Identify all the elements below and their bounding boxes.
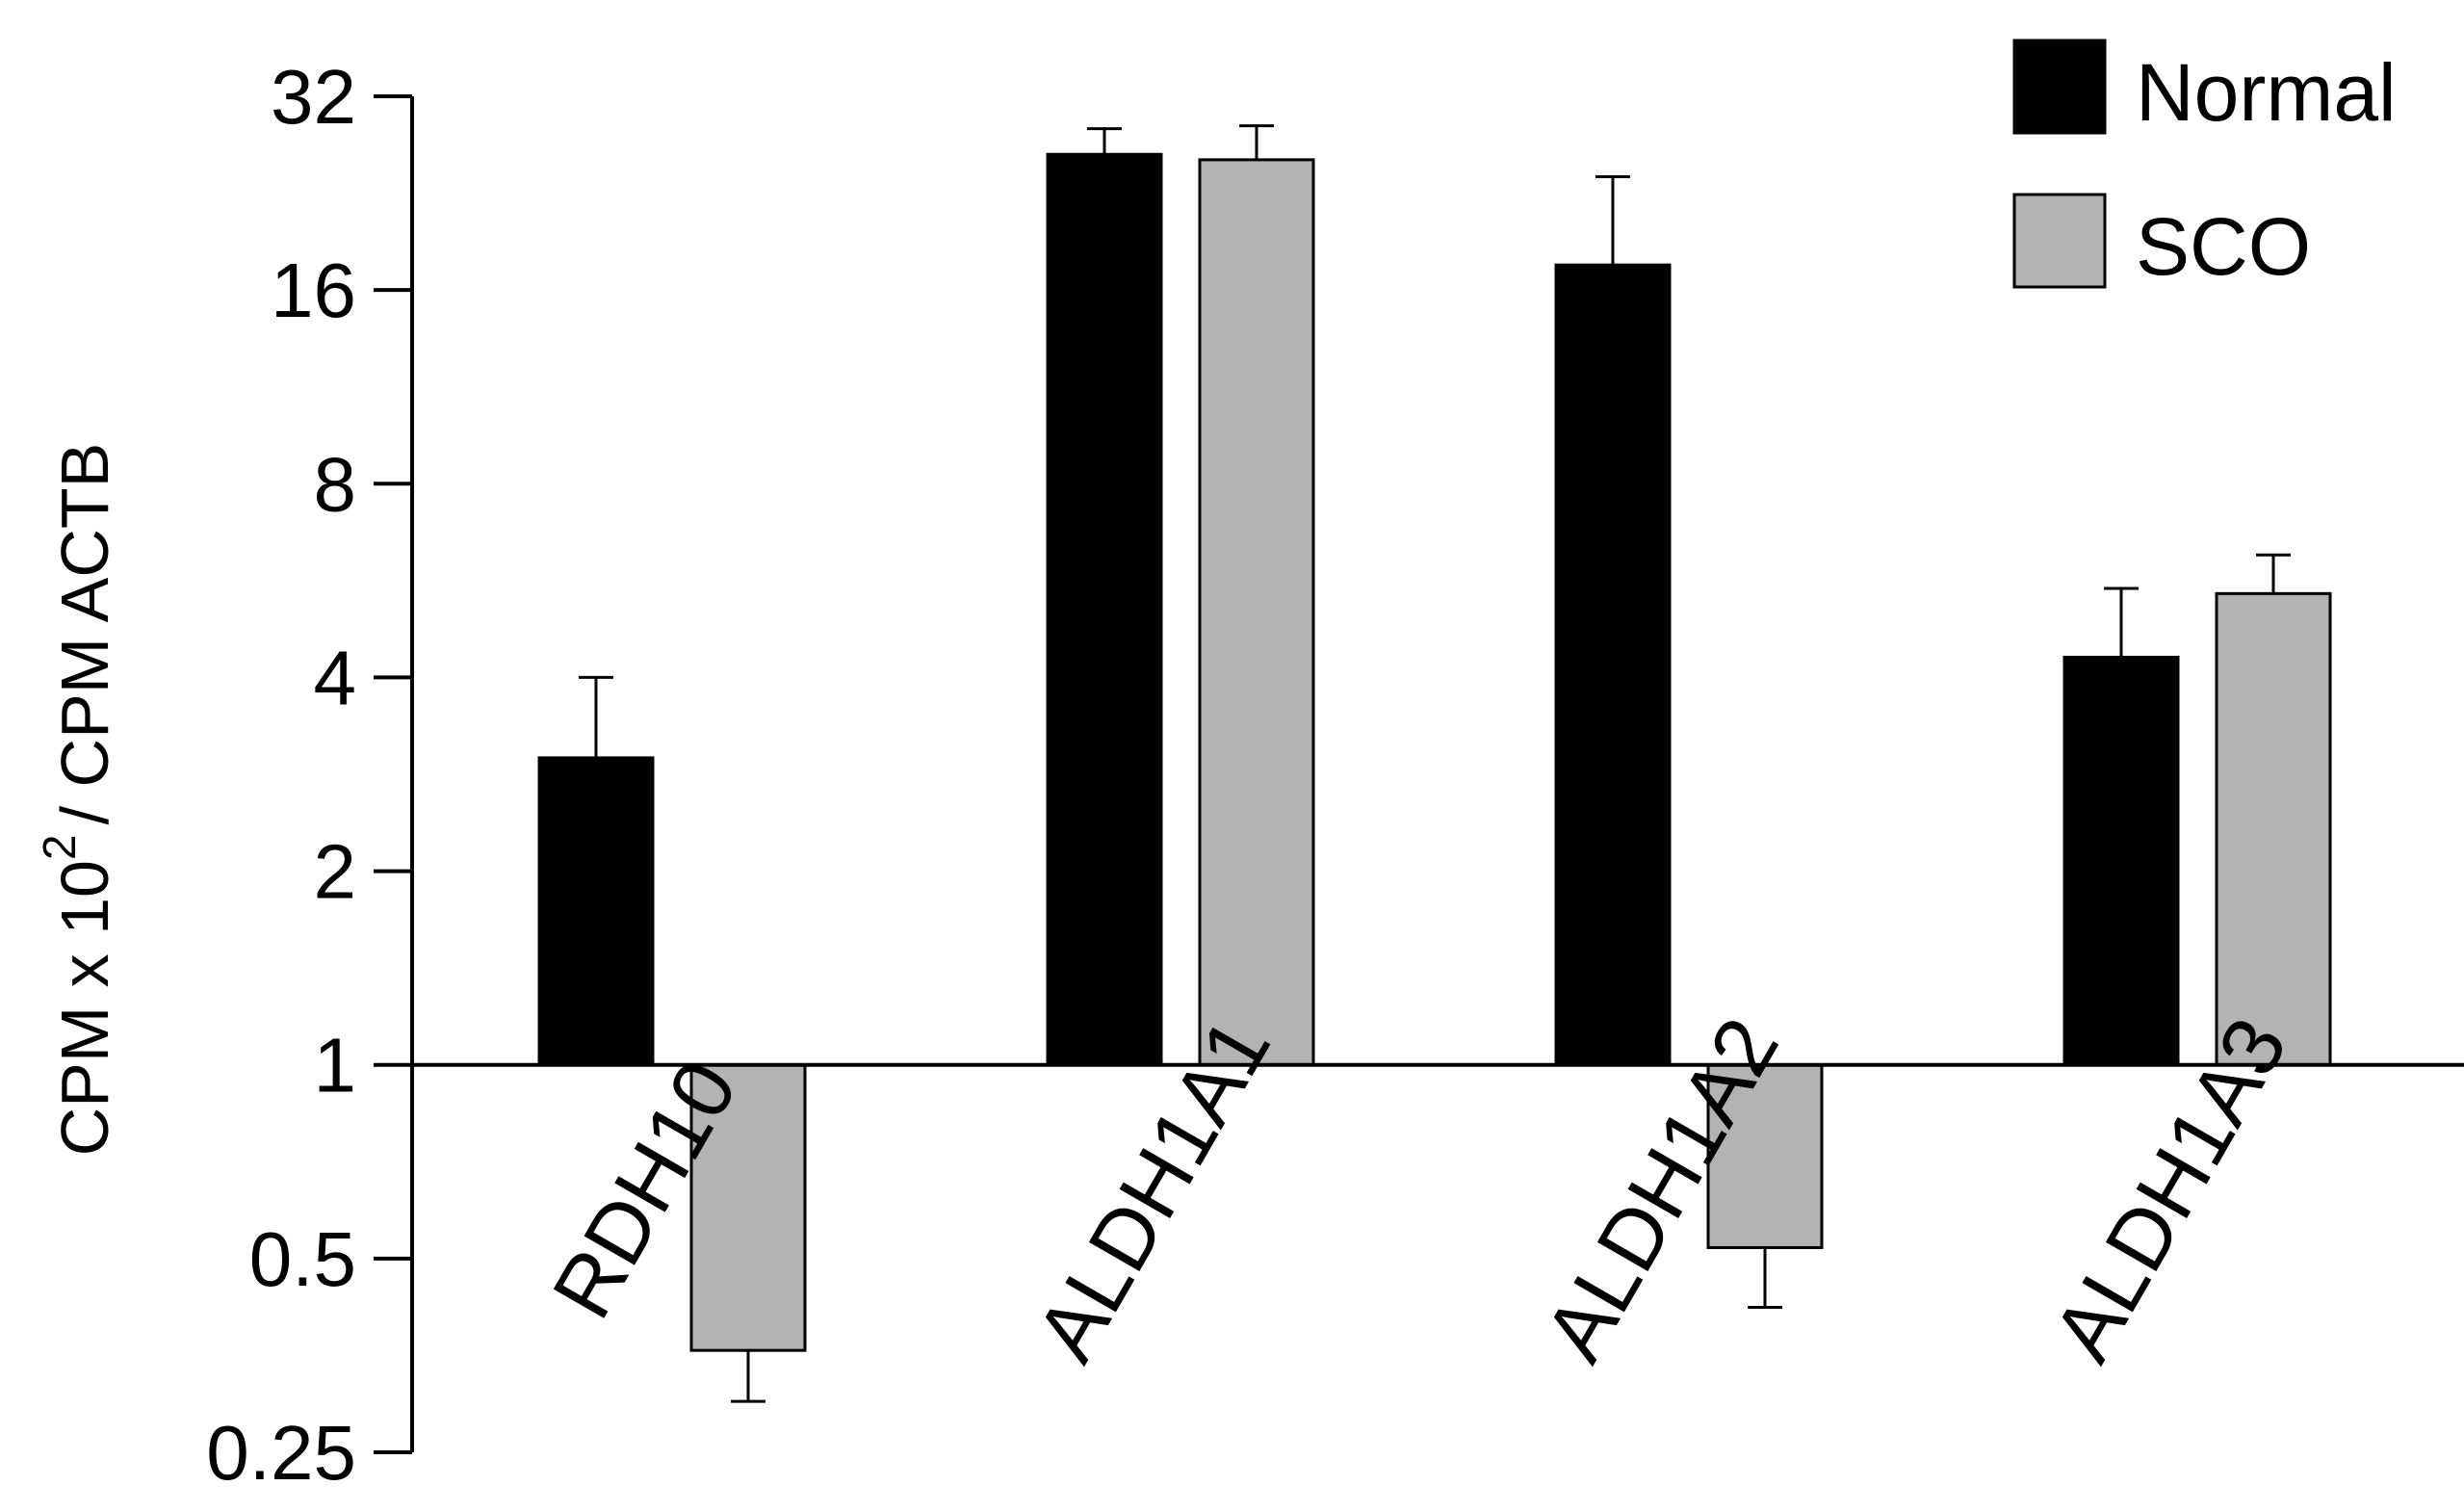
y-axis-label-superscript: 2 [35, 834, 86, 860]
bar-normal-aldh1a3 [2062, 655, 2180, 1067]
legend-label-normal: Normal [2136, 47, 2397, 138]
y-tick-label: 0.5 [249, 1216, 356, 1302]
y-axis-label-suffix: / CPM ACTB [47, 443, 122, 825]
y-tick-label: 16 [271, 248, 356, 333]
bar-normal-aldh1a2 [1554, 263, 1672, 1067]
y-tick-label: 32 [271, 54, 356, 140]
y-axis-label: CPM x 102 / CPM ACTB [35, 443, 122, 1157]
y-tick-label: 1 [314, 1023, 357, 1108]
legend-swatch-normal [2012, 39, 2107, 135]
y-tick-label: 4 [314, 635, 357, 720]
y-tick-label: 2 [314, 829, 357, 915]
error-bars-layer [579, 124, 2291, 1403]
bar-sco-aldh1a3 [2215, 591, 2332, 1067]
bar-sco-aldh1a1 [1198, 158, 1315, 1067]
bar-normal-aldh1a1 [1046, 152, 1163, 1067]
y-axis: 0.25 0.5 1 2 4 8 16 32 [206, 54, 2464, 1496]
bar-normal-rdh10 [537, 756, 655, 1067]
bar-sco-rdh10 [689, 1063, 807, 1352]
y-tick-label: 0.25 [206, 1410, 356, 1496]
bars-layer [537, 152, 2332, 1352]
y-axis-label-prefix: CPM x 10 [47, 860, 122, 1156]
legend-label-sco: SCO [2136, 201, 2311, 292]
bar-sco-aldh1a2 [1706, 1063, 1824, 1249]
legend-swatch-sco [2012, 193, 2107, 289]
y-tick-label: 8 [314, 441, 357, 527]
legend: Normal SCO [2012, 39, 2397, 292]
